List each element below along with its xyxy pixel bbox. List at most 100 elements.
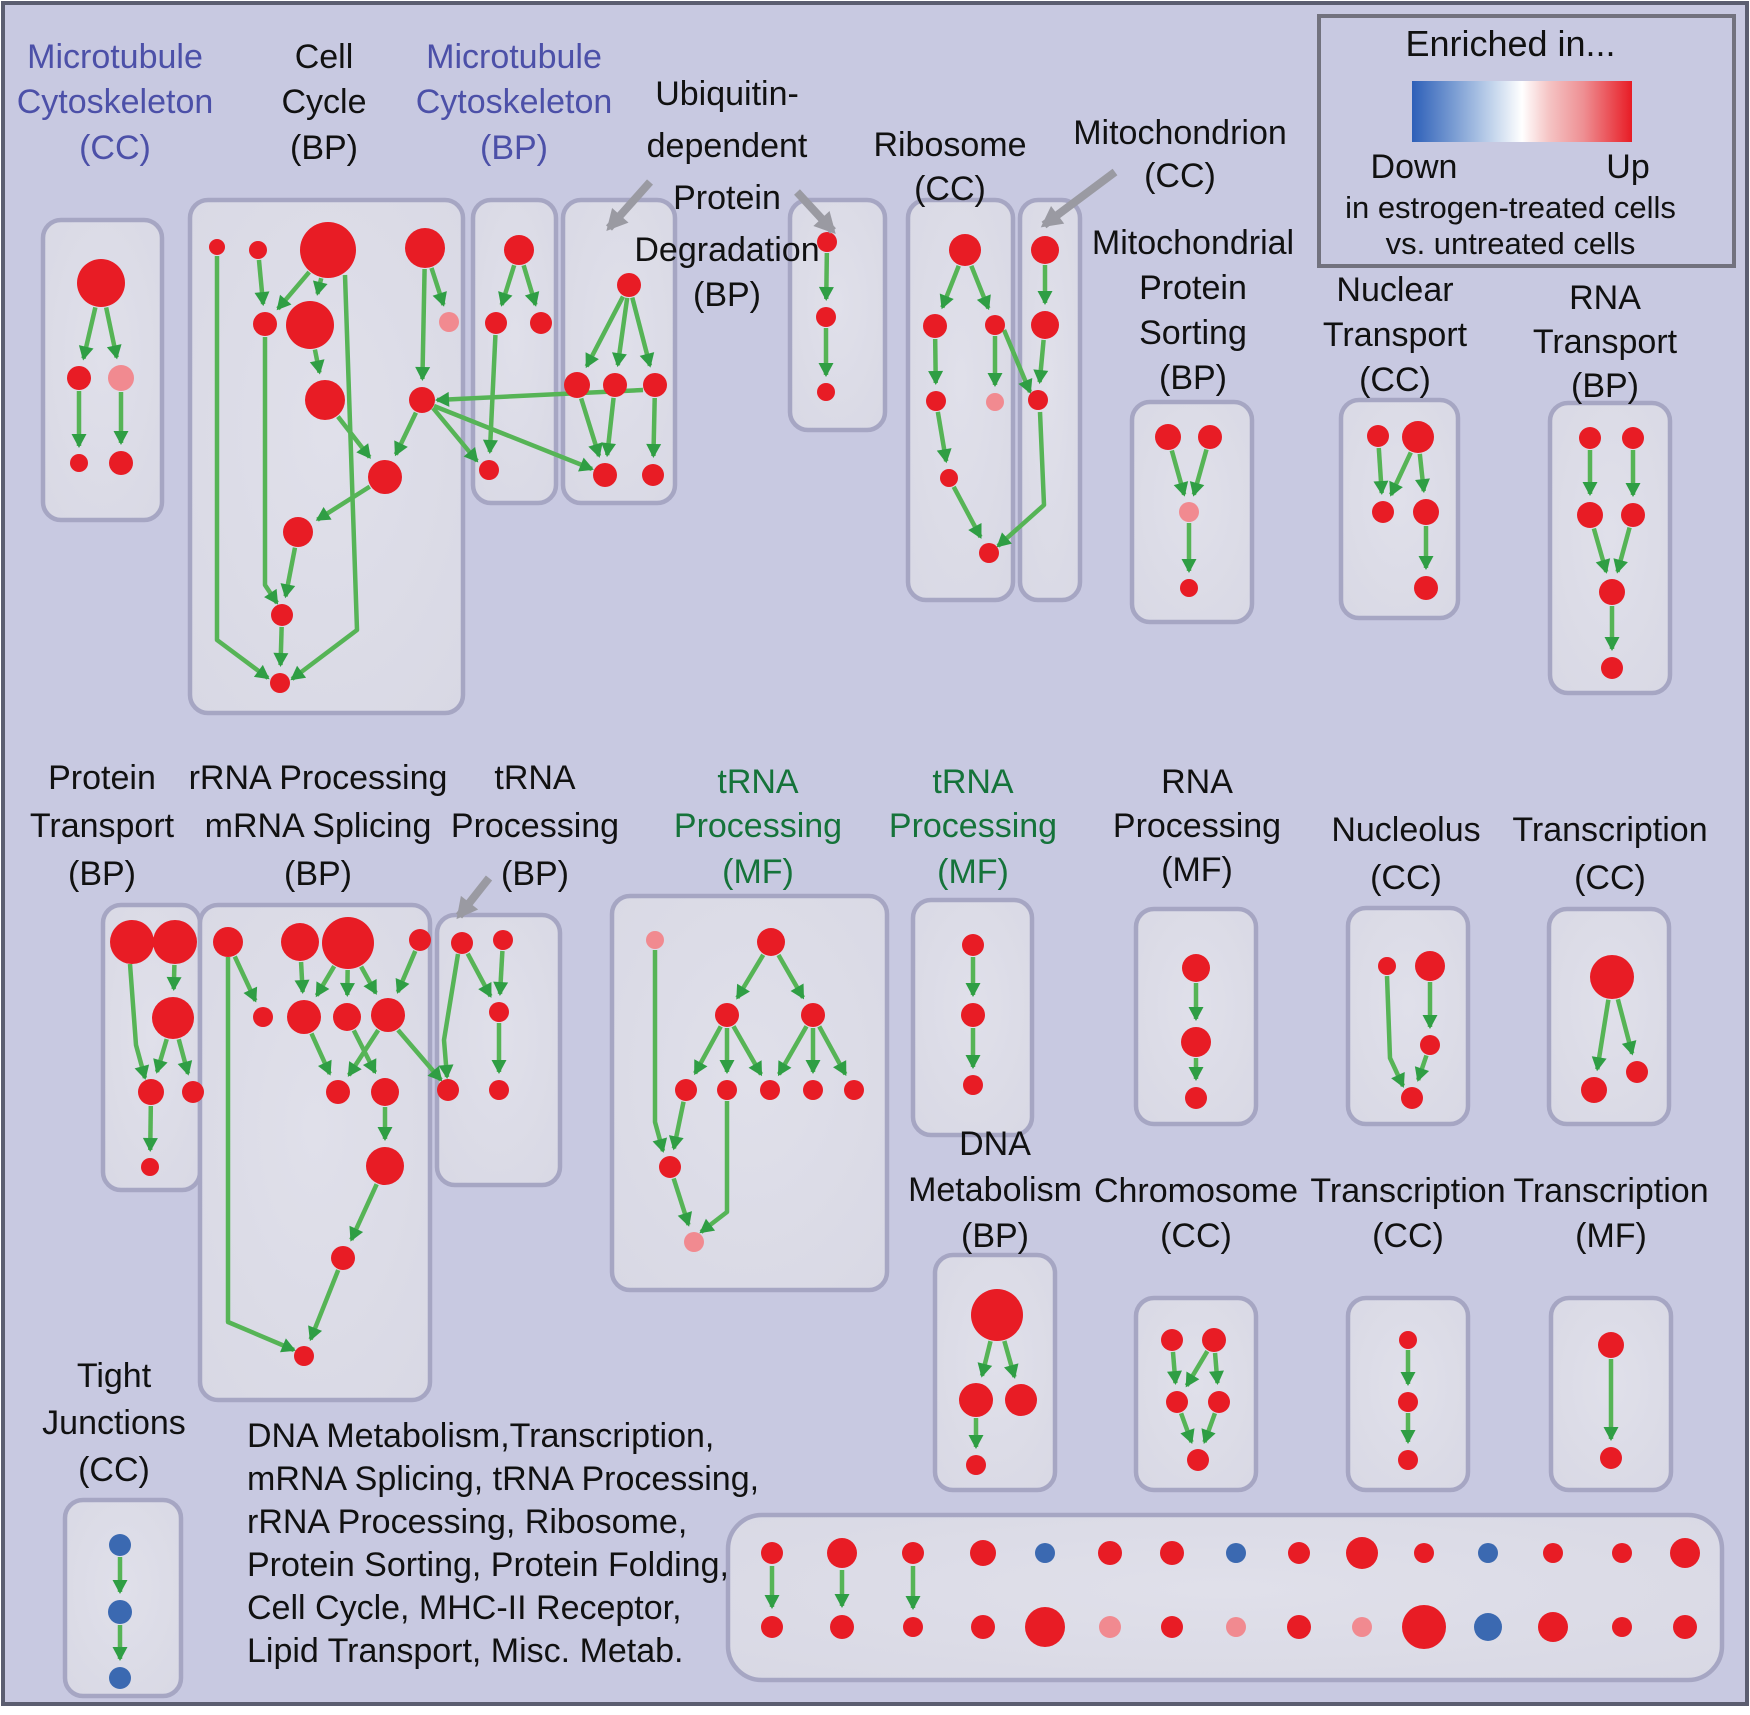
edge-arrow (315, 484, 371, 522)
cluster-box-dna-met (932, 1252, 1058, 1493)
edges-layer (71, 252, 1641, 1661)
go-term-node (761, 1542, 783, 1564)
go-term-node (409, 929, 431, 951)
edge-arrow (693, 1025, 723, 1076)
go-term-node (1415, 951, 1445, 981)
edge-arrow (314, 965, 337, 998)
go-term-node (489, 1002, 509, 1022)
cluster-label-mito-sort: (BP) (1159, 359, 1227, 397)
go-term-node (1031, 311, 1059, 339)
cluster-box-rna-trans (1547, 400, 1673, 696)
go-term-node (305, 380, 345, 420)
edge-arrow (294, 961, 310, 995)
edge-arrow (225, 957, 296, 1353)
edge-arrow (1591, 527, 1611, 574)
edge-arrow (1415, 453, 1430, 494)
edge-arrow (349, 1183, 379, 1242)
go-term-node (1160, 1541, 1184, 1565)
cluster-label-trna-bp: (BP) (501, 855, 569, 893)
cluster-label-ubiquitin: Protein (673, 179, 781, 217)
edge-arrow (817, 1025, 848, 1076)
go-term-node (1577, 502, 1603, 528)
ubiquitin-right-pointer-icon (794, 189, 836, 234)
go-term-node (971, 1289, 1023, 1341)
edge-arrow (166, 964, 182, 992)
go-term-node (249, 241, 267, 259)
go-term-node (1538, 1612, 1568, 1642)
go-term-node (1398, 1450, 1418, 1470)
go-term-node (1401, 1087, 1423, 1109)
edge-arrow (465, 952, 493, 998)
edge-arrow (1209, 1352, 1224, 1386)
cluster-label-dna-met: Metabolism (908, 1171, 1082, 1209)
edge-arrow (312, 277, 328, 296)
go-term-node (959, 1383, 993, 1417)
go-term-node (803, 1080, 823, 1100)
go-term-node (827, 1538, 857, 1568)
cluster-label-ribosome: Ribosome (873, 126, 1026, 164)
go-term-node (1673, 1615, 1697, 1639)
edge-arrow (1591, 999, 1611, 1072)
cluster-label-trans-mf: (MF) (1575, 1217, 1647, 1255)
cluster-label-trans-cc2: Transcription (1512, 811, 1707, 849)
cluster-label-trna-mf: tRNA (717, 763, 799, 801)
edge-arrow (142, 1105, 158, 1153)
cluster-label-prot-trans: Protein (48, 759, 156, 797)
cluster-box-trna-mf (609, 893, 890, 1293)
edge-arrow (584, 295, 625, 369)
go-term-node (1226, 1543, 1246, 1563)
go-term-node (1367, 425, 1389, 447)
go-term-node (287, 1000, 321, 1034)
cluster-box-mitochondrion (1017, 197, 1083, 603)
edge-arrow (176, 1038, 193, 1076)
go-term-node (271, 604, 293, 626)
go-term-node (1287, 1615, 1311, 1639)
edge-arrow (308, 1269, 341, 1342)
cluster-label-rrna: (BP) (284, 855, 352, 893)
cluster-label-mt-cc: (CC) (79, 129, 151, 167)
go-term-node (986, 393, 1004, 411)
go-term-node (923, 314, 947, 338)
cluster-label-trna-mf: Processing (674, 807, 842, 845)
go-term-node (643, 373, 667, 397)
go-term-node (1600, 1447, 1622, 1469)
go-term-node (182, 1081, 204, 1103)
edge-arrow (214, 256, 270, 680)
go-term-node (1187, 1449, 1209, 1471)
cluster-label-nuc-trans: Transport (1323, 316, 1468, 354)
go-term-node (326, 1080, 350, 1104)
summary-text-line: Cell Cycle, MHC-II Receptor, (247, 1589, 682, 1627)
cluster-label-rna-trans: (BP) (1571, 367, 1639, 405)
go-term-node (817, 383, 835, 401)
go-term-node (1372, 501, 1394, 523)
go-term-node (371, 1078, 399, 1106)
go-term-node (966, 1455, 986, 1475)
go-term-node (830, 1615, 854, 1639)
edge-arrow (493, 950, 509, 997)
go-term-node (603, 373, 627, 397)
edge-arrow (254, 259, 270, 307)
edge-arrow (1373, 447, 1389, 496)
edge-arrow (731, 1025, 763, 1077)
go-term-node (1161, 1329, 1183, 1351)
go-term-node (485, 312, 507, 334)
go-term-node (138, 1079, 164, 1105)
go-term-node (817, 232, 837, 252)
edge-arrow (1414, 1054, 1430, 1082)
go-term-node (1413, 499, 1439, 525)
cluster-label-rna-mf: Processing (1113, 807, 1281, 845)
cluster-box-nuc-trans (1338, 397, 1461, 621)
go-term-node (286, 301, 334, 349)
ubiquitin-left-pointer-icon (606, 179, 653, 231)
go-term-node (1099, 1616, 1121, 1638)
cluster-label-rna-trans: RNA (1569, 279, 1641, 317)
cluster-label-trans-cc2: (CC) (1574, 859, 1646, 897)
go-term-node (1161, 1616, 1183, 1638)
go-term-node (371, 998, 405, 1032)
edge-arrow (951, 485, 983, 539)
edge-arrow (699, 1101, 730, 1234)
go-term-node (1474, 1613, 1502, 1641)
mitochondrion-pointer-icon (1040, 168, 1118, 229)
go-term-node (1288, 1542, 1310, 1564)
edge-arrow (359, 965, 378, 995)
